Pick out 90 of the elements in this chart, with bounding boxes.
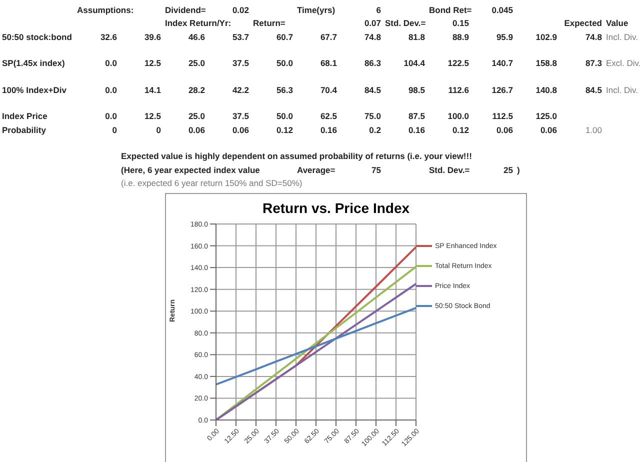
text: 122.5 <box>446 57 470 70</box>
text: (i.e. expected 6 year return 150% and SD=50%) <box>120 176 304 190</box>
text: 0.06 <box>495 124 514 137</box>
text: 125.0 <box>534 110 558 124</box>
text: 104.4 <box>402 57 426 70</box>
text: Std. Dev.= <box>384 17 427 30</box>
text: SP(1.45x index) <box>1 57 66 70</box>
text: 86.3 <box>363 57 382 70</box>
text: 67.7 <box>319 30 338 44</box>
text: 6 <box>375 4 382 17</box>
text: 50:50 stock:bond <box>1 30 73 44</box>
text: 158.8 <box>534 57 558 70</box>
text: 37.5 <box>231 57 250 70</box>
text: 0.06 <box>231 124 250 137</box>
text: 0.07 <box>363 17 382 30</box>
text: 0.06 <box>187 124 206 137</box>
text: 0.06 <box>539 124 558 137</box>
text: 0.045 <box>490 4 514 17</box>
text: (Here, 6 year expected index value <box>120 164 261 177</box>
text: 75 <box>370 164 382 177</box>
text: 70.4 <box>319 84 338 97</box>
text: 50.0 <box>275 57 294 70</box>
text: 87.5 <box>407 110 426 124</box>
text: 0.0 <box>104 84 118 97</box>
text: 60.7 <box>275 30 294 44</box>
text: 0.2 <box>368 124 382 137</box>
text: 39.6 <box>143 30 162 44</box>
text: Index Price <box>1 110 48 124</box>
text: 81.8 <box>407 30 426 44</box>
text: ) <box>516 164 521 177</box>
text: Assumptions: <box>76 4 135 17</box>
text: Bond Ret= <box>428 4 472 17</box>
text: 0 <box>111 124 118 137</box>
text: 0.12 <box>451 124 470 137</box>
text: 112.6 <box>447 84 470 97</box>
text: Value <box>605 17 630 30</box>
text: Time(yrs) <box>296 4 336 17</box>
text: 0.02 <box>231 4 250 17</box>
text: Expected <box>563 17 603 30</box>
text: 98.5 <box>407 84 426 97</box>
text: 32.6 <box>99 30 118 44</box>
text: 74.8 <box>584 30 603 44</box>
text: 37.5 <box>231 110 250 124</box>
text: 87.3 <box>584 57 603 70</box>
text: Average= <box>296 164 336 177</box>
text: Incl. Div. <box>605 30 639 44</box>
text: 0.16 <box>407 124 426 137</box>
text: 46.6 <box>187 30 206 44</box>
text: 25 <box>502 164 514 177</box>
text: Expected value is highly dependent on assumed probability of returns (i.e. your view!!! <box>120 150 473 164</box>
text: 112.5 <box>491 110 514 124</box>
text: 42.2 <box>231 84 250 97</box>
text: Excl. Div. <box>605 57 640 70</box>
text: 84.5 <box>584 84 603 97</box>
text: Probability <box>1 124 47 137</box>
text: 56.3 <box>275 84 294 97</box>
text: 68.1 <box>319 57 338 70</box>
text: 0.0 <box>104 110 118 124</box>
text: Std. Dev.= <box>428 164 471 177</box>
text: Index Return/Yr: <box>164 17 232 30</box>
text: Incl. Div. <box>605 84 639 97</box>
text: 100% Index+Div <box>1 84 68 97</box>
text: 126.7 <box>490 84 514 97</box>
text: 102.9 <box>534 30 558 44</box>
text: 0.0 <box>104 57 118 70</box>
text: 140.8 <box>534 84 558 97</box>
text: 84.5 <box>363 84 382 97</box>
text: 1.00 <box>584 124 603 137</box>
text: 140.7 <box>490 57 514 70</box>
text: 74.8 <box>363 30 382 44</box>
text: 75.0 <box>363 110 382 124</box>
text: Dividend= <box>164 4 207 17</box>
chart-title: Return vs. Price Index <box>261 200 411 216</box>
text: 53.7 <box>231 30 250 44</box>
text: 50.0 <box>275 110 294 124</box>
text: 28.2 <box>187 84 206 97</box>
text: 88.9 <box>451 30 470 44</box>
text: Return= <box>252 17 286 30</box>
text: 95.9 <box>495 30 514 44</box>
text: 0 <box>155 124 162 137</box>
text: 0.15 <box>451 17 470 30</box>
text: 0.12 <box>275 124 294 137</box>
text: 12.5 <box>143 110 162 124</box>
text: 25.0 <box>187 57 206 70</box>
text: 100.0 <box>446 110 470 124</box>
text: 12.5 <box>143 57 162 70</box>
text: 62.5 <box>319 110 338 124</box>
text: 0.16 <box>319 124 338 137</box>
text: 14.1 <box>143 84 162 97</box>
text: 25.0 <box>187 110 206 124</box>
